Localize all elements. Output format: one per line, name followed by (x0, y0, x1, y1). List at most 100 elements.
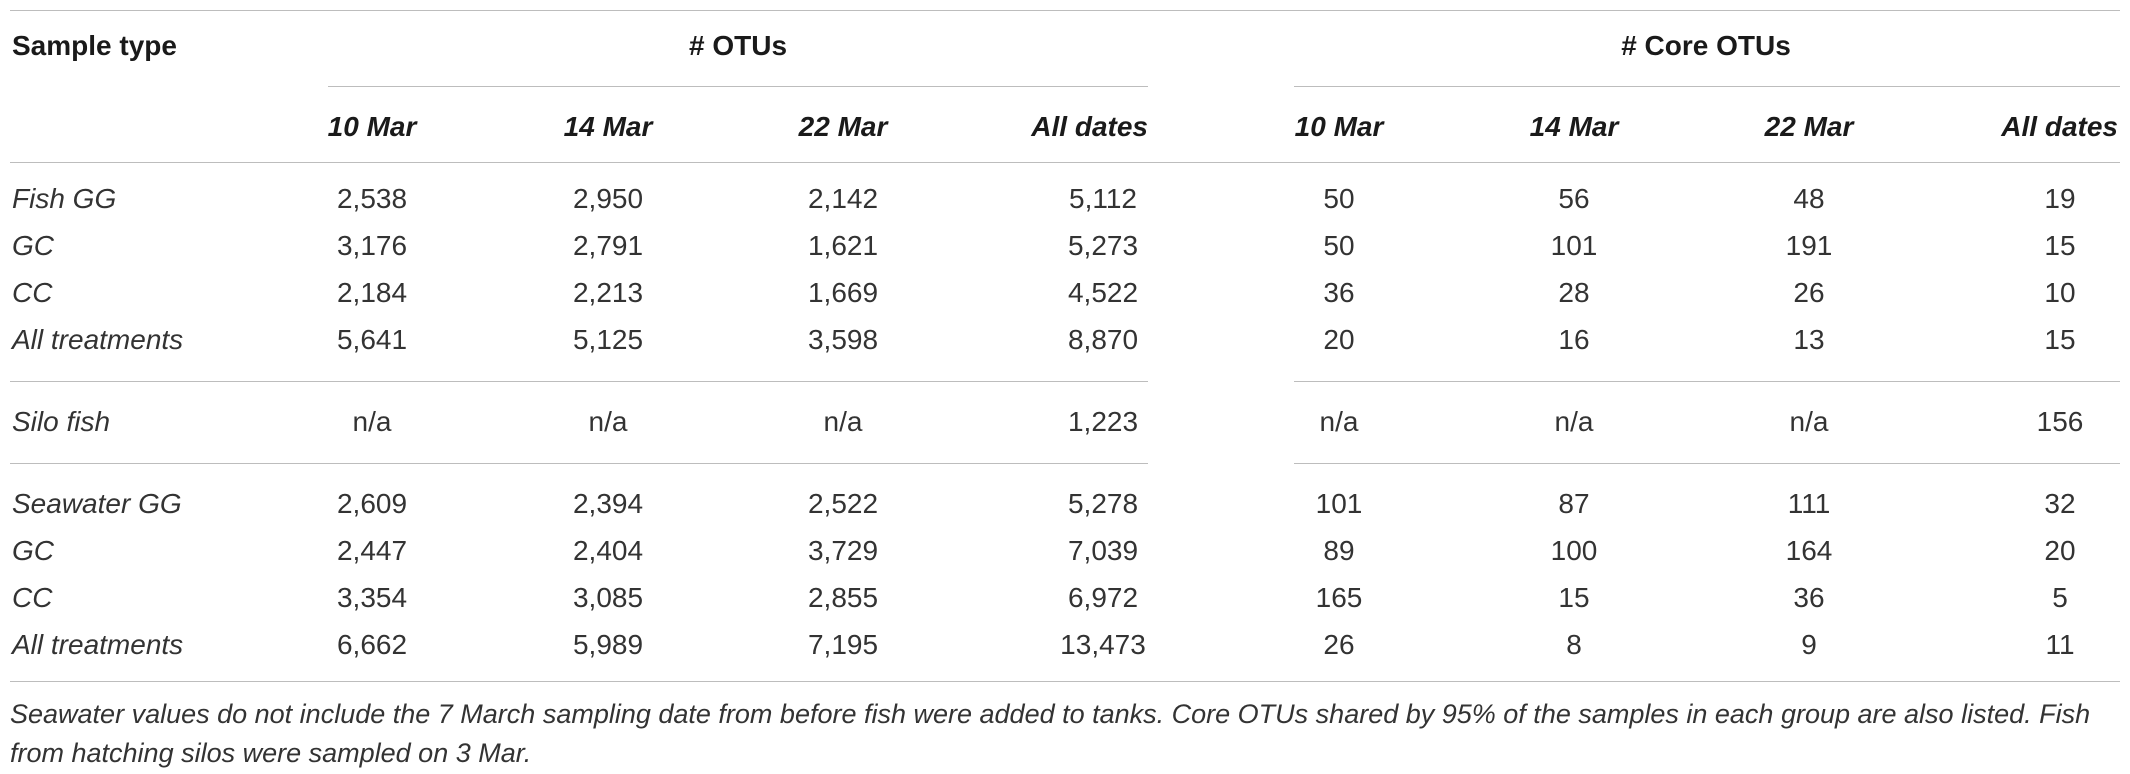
otus-value-cell: 5,273 (1067, 230, 1139, 261)
otus-group-header: # OTUs (688, 30, 788, 61)
core-otus-value-cell: 26 (1323, 629, 1355, 660)
otus-value-cell: 2,791 (572, 230, 644, 261)
header-bottom-rule (10, 162, 2120, 163)
otus-value-cell: 1,621 (807, 230, 879, 261)
otus-date-header: 14 Mar (563, 111, 653, 142)
row-label: Seawater GG (12, 488, 182, 519)
core-otus-value-cell: 28 (1558, 277, 1590, 308)
section-rule-1-left (10, 381, 1148, 382)
core-otus-value-cell: 48 (1793, 183, 1825, 214)
core-otus-value-cell: 32 (2044, 488, 2076, 519)
core-otus-value-cell: 50 (1323, 230, 1355, 261)
core-otus-value-cell: 19 (2044, 183, 2076, 214)
otus-value-cell: 2,394 (572, 488, 644, 519)
otus-value-cell: 1,669 (807, 277, 879, 308)
core-otus-value-cell: 101 (1550, 230, 1598, 261)
core-otus-date-header: 22 Mar (1764, 111, 1854, 142)
section-rule-2-right (1294, 463, 2120, 464)
row-label: GC (12, 230, 54, 261)
section-rule-2-left (10, 463, 1148, 464)
core-otus-value-cell: 87 (1558, 488, 1590, 519)
otus-value-cell: 4,522 (1067, 277, 1139, 308)
otus-value-cell: 5,278 (1067, 488, 1139, 519)
core-otus-value-cell: 89 (1323, 535, 1355, 566)
otus-value-cell: 2,522 (807, 488, 879, 519)
bottom-rule (10, 681, 2120, 682)
otus-date-header: 22 Mar (798, 111, 888, 142)
core-otus-value-cell: 56 (1558, 183, 1590, 214)
core-otus-date-header: 10 Mar (1294, 111, 1384, 142)
core-otus-date-header: 14 Mar (1529, 111, 1619, 142)
sample-type-header: Sample type (12, 30, 177, 61)
core-otus-value-cell: 191 (1785, 230, 1833, 261)
otus-date-header: 10 Mar (327, 111, 417, 142)
core-otus-value-cell: 36 (1323, 277, 1355, 308)
row-label: Fish GG (12, 183, 117, 214)
otus-value-cell: 2,538 (336, 183, 408, 214)
core-otus-value-cell: 16 (1558, 324, 1590, 355)
core-otus-value-cell: 11 (2045, 629, 2075, 660)
otus-value-cell: 2,142 (807, 183, 879, 214)
core-otus-value-cell: 164 (1785, 535, 1833, 566)
otus-value-cell: 2,404 (572, 535, 644, 566)
row-label: All treatments (12, 629, 184, 660)
core-otus-value-cell: 36 (1793, 582, 1825, 613)
core-otus-value-cell: 101 (1315, 488, 1363, 519)
row-label: Silo fish (12, 406, 111, 437)
core-otus-value-cell: n/a (1554, 406, 1594, 437)
table-footnote: Seawater values do not include the 7 Mar… (10, 699, 2091, 768)
otus-value-cell: 3,085 (572, 582, 644, 613)
core-otus-value-cell: 156 (2036, 406, 2084, 437)
otus-value-cell: 6,662 (336, 629, 408, 660)
otus-value-cell: 3,176 (336, 230, 408, 261)
core-otus-value-cell: n/a (1319, 406, 1359, 437)
otus-value-cell: 5,641 (336, 324, 408, 355)
core-otus-group-header: # Core OTUs (1621, 30, 1791, 61)
top-rule (10, 10, 2120, 11)
row-label: All treatments (12, 324, 184, 355)
otus-group-rule (328, 86, 1148, 87)
otus-value-cell: 7,195 (807, 629, 879, 660)
otus-value-cell: 3,598 (807, 324, 879, 355)
otus-value-cell: 2,855 (807, 582, 879, 613)
otus-value-cell: 13,473 (1060, 629, 1146, 660)
core-otus-value-cell: 13 (1793, 324, 1825, 355)
section-rule-1-right (1294, 381, 2120, 382)
row-label: CC (12, 277, 53, 308)
row-label: GC (12, 535, 54, 566)
otus-value-cell: 7,039 (1067, 535, 1139, 566)
core-otus-value-cell: 20 (1323, 324, 1355, 355)
core-otus-value-cell: 100 (1550, 535, 1598, 566)
core-otus-value-cell: 111 (1787, 488, 1831, 519)
core-otus-value-cell: 20 (2044, 535, 2076, 566)
otus-value-cell: 5,989 (572, 629, 644, 660)
core-otus-value-cell: 165 (1315, 582, 1363, 613)
otus-value-cell: 3,729 (807, 535, 879, 566)
core-otus-value-cell: n/a (1789, 406, 1829, 437)
core-otus-value-cell: 15 (2044, 230, 2076, 261)
otus-value-cell: 6,972 (1067, 582, 1139, 613)
core-otus-value-cell: 10 (2044, 277, 2076, 308)
otus-value-cell: 5,125 (572, 324, 644, 355)
otus-value-cell: 2,447 (336, 535, 408, 566)
otus-value-cell: 3,354 (336, 582, 408, 613)
otus-value-cell: 2,609 (336, 488, 408, 519)
core-otus-value-cell: 50 (1323, 183, 1355, 214)
core-otus-value-cell: 5 (2052, 582, 2068, 613)
core-otus-date-header: All dates (2001, 111, 2118, 142)
core-otus-value-cell: 8 (1566, 629, 1582, 660)
otus-value-cell: n/a (352, 406, 392, 437)
otus-value-cell: 8,870 (1067, 324, 1139, 355)
otus-value-cell: 5,112 (1069, 183, 1137, 214)
otus-value-cell: 1,223 (1067, 406, 1139, 437)
core-otus-group-rule (1294, 86, 2120, 87)
core-otus-value-cell: 15 (1558, 582, 1590, 613)
otus-date-header: All dates (1031, 111, 1148, 142)
otus-value-cell: 2,950 (572, 183, 644, 214)
otus-value-cell: 2,213 (572, 277, 644, 308)
core-otus-value-cell: 15 (2044, 324, 2076, 355)
otus-value-cell: n/a (588, 406, 628, 437)
otus-value-cell: 2,184 (336, 277, 408, 308)
row-label: CC (12, 582, 53, 613)
otus-value-cell: n/a (823, 406, 863, 437)
